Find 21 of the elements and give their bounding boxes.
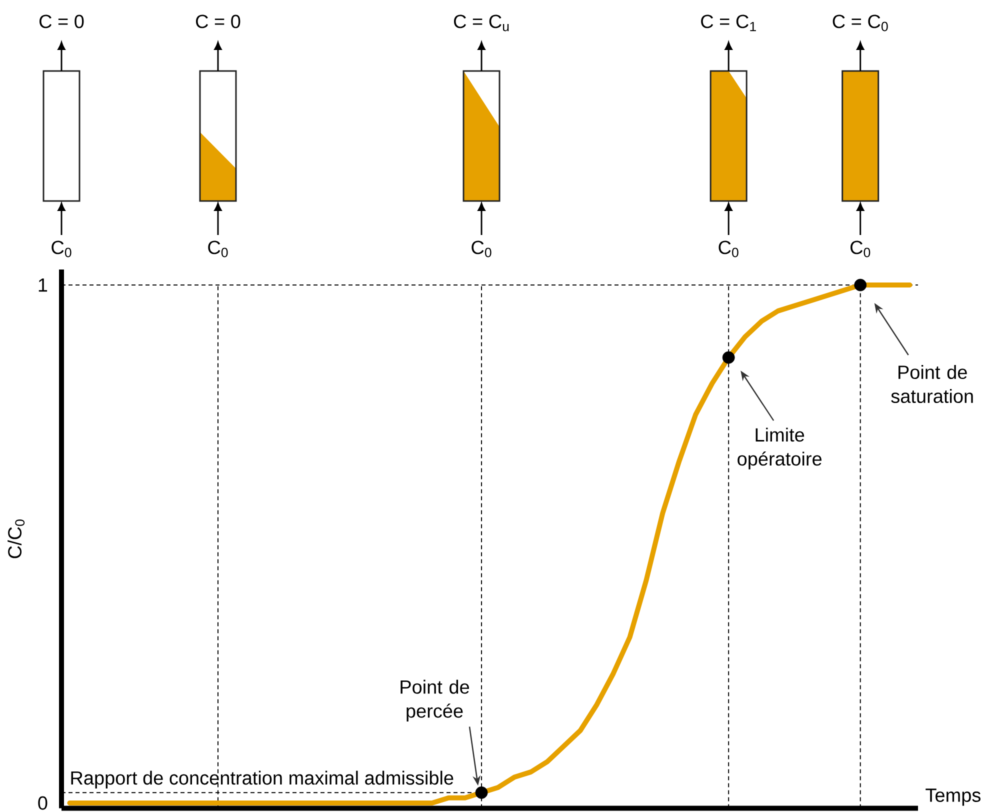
point xyxy=(475,786,488,799)
annotation: Limite opératoire xyxy=(738,428,822,470)
text: C = 0 xyxy=(196,14,240,28)
text: C = 0 xyxy=(40,14,84,28)
text: C = C$_{u}$ xyxy=(454,14,509,32)
text: C$_{0}$ xyxy=(850,240,870,258)
text: C = C$_{1}$ xyxy=(701,14,756,32)
y-tick-label: 1 xyxy=(38,278,48,292)
annotation: Point de percée xyxy=(400,680,470,722)
text: C$_{0}$ xyxy=(52,240,72,258)
text: C = C$_{0}$ xyxy=(832,14,888,32)
text: C$_{0}$ xyxy=(472,240,492,258)
point xyxy=(854,278,867,292)
y-tick-label: 0 xyxy=(38,796,48,810)
x-axis-title: Temps xyxy=(926,788,980,806)
text: C$_{0}$ xyxy=(208,240,228,258)
ref-line-label: Rapport de concentration maximal admissible xyxy=(71,770,454,788)
y-axis-title: C/C$_{0}$ xyxy=(8,520,25,558)
point xyxy=(722,351,735,364)
text: C$_{0}$ xyxy=(718,240,738,258)
annotation: Point de saturation xyxy=(891,365,973,404)
